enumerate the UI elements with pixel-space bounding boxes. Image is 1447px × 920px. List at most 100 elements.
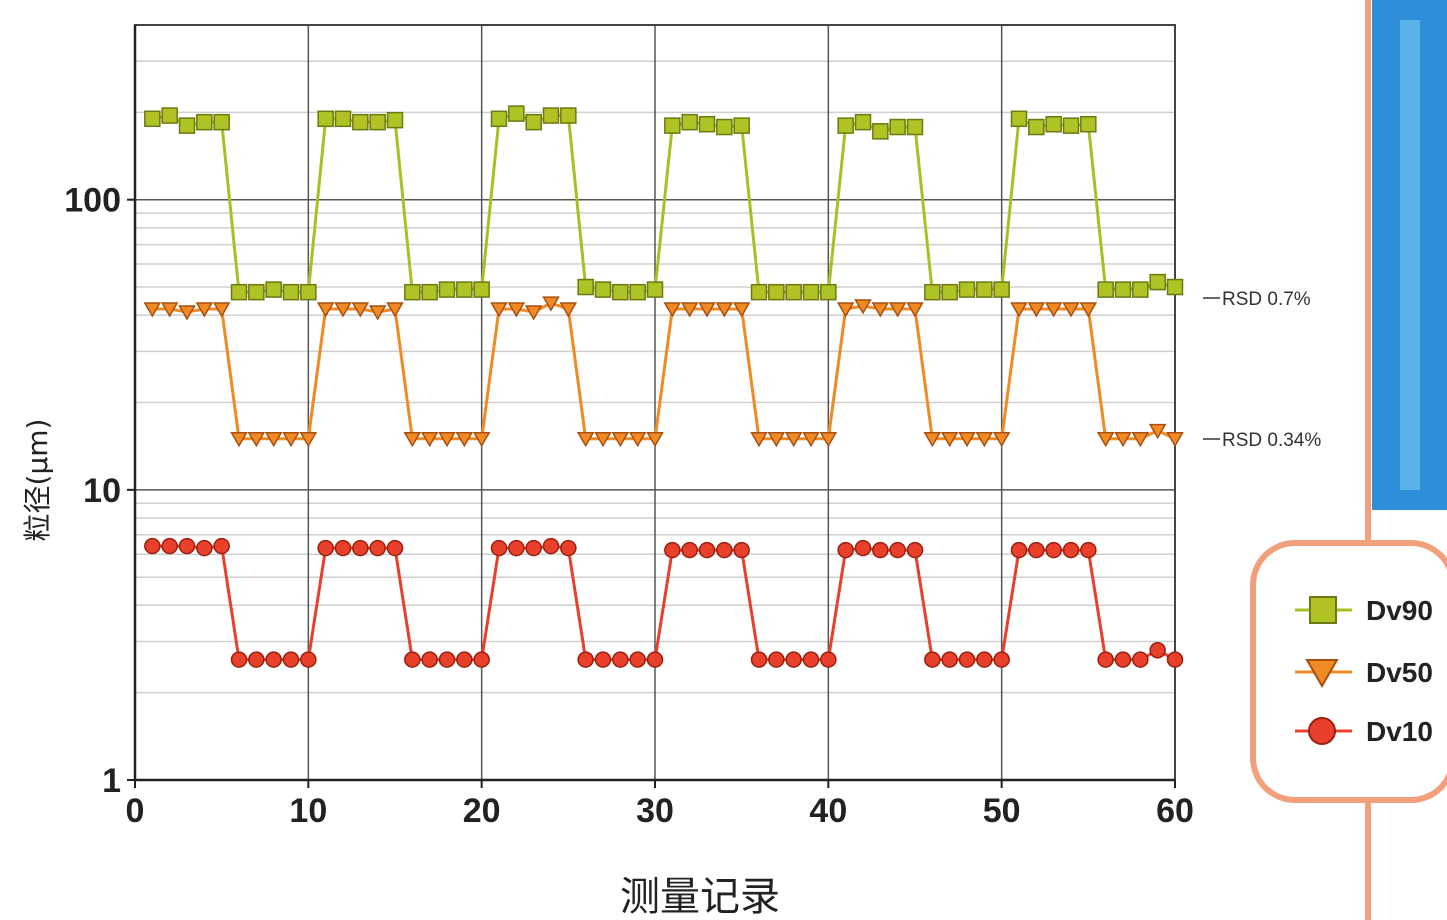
legend-label-dv90: Dv90: [1366, 595, 1433, 626]
data-point-dv50: [559, 302, 578, 318]
data-point-dv10: [750, 651, 768, 668]
y-axis-label: 粒径(μm): [21, 419, 54, 542]
data-point-dv90: [681, 113, 698, 131]
legend-item-dv10: Dv10: [1295, 716, 1433, 747]
data-point-dv90: [594, 281, 612, 298]
data-point-dv10: [768, 651, 785, 668]
data-point-dv10: [369, 539, 386, 557]
data-point-dv50: [698, 302, 716, 318]
data-point-dv50: [992, 432, 1011, 448]
data-point-dv50: [975, 432, 994, 448]
data-point-dv10: [300, 651, 317, 668]
data-point-dv90: [560, 107, 577, 124]
rsd-label-dv90: RSD 0.7%: [1222, 289, 1311, 310]
data-point-dv90: [1080, 115, 1097, 133]
data-point-dv90: [577, 278, 594, 296]
data-point-dv90: [837, 117, 854, 134]
data-point-dv10: [854, 539, 872, 557]
data-point-dv10: [941, 651, 958, 668]
data-point-dv90: [750, 283, 768, 301]
data-point-dv10: [1114, 651, 1132, 668]
data-point-dv50: [958, 432, 976, 448]
data-point-dv10: [1166, 651, 1184, 668]
data-point-dv50: [715, 302, 734, 318]
data-point-dv50: [663, 302, 682, 318]
data-point-dv10: [976, 651, 993, 668]
data-point-dv50: [1010, 302, 1028, 318]
data-point-dv10: [1149, 642, 1166, 659]
legend-label-dv50: Dv50: [1366, 657, 1433, 688]
data-point-dv10: [421, 651, 438, 668]
data-point-dv50: [628, 432, 647, 448]
data-point-dv10: [1080, 541, 1097, 559]
data-point-dv10: [1028, 541, 1045, 559]
data-point-dv50: [507, 302, 526, 318]
data-point-dv10: [490, 539, 508, 557]
data-point-dv50: [802, 432, 820, 448]
data-point-dv50: [646, 432, 664, 448]
data-point-dv50: [455, 432, 474, 448]
data-point-dv90: [941, 283, 958, 301]
data-point-dv90: [646, 281, 664, 298]
data-point-dv10: [577, 651, 594, 668]
data-point-dv10: [716, 541, 733, 559]
data-point-dv90: [230, 283, 248, 301]
data-point-dv50: [750, 432, 768, 448]
data-point-dv90: [872, 123, 889, 140]
data-point-dv90: [664, 117, 681, 134]
data-point-dv10: [681, 541, 698, 559]
data-point-dv50: [819, 432, 838, 448]
data-point-dv10: [629, 651, 646, 668]
data-point-dv90: [785, 283, 802, 301]
data-point-dv50: [1096, 432, 1115, 448]
rsd-annotation-dv50: RSD 0.34%: [1203, 430, 1321, 451]
data-point-dv10: [144, 537, 161, 555]
legend-item-dv50: Dv50: [1295, 657, 1433, 689]
data-point-dv90: [1149, 273, 1166, 291]
data-point-dv50: [854, 299, 872, 315]
data-point-dv50: [368, 305, 387, 321]
data-point-dv50: [1044, 302, 1063, 318]
x-tick-label: 0: [126, 792, 145, 830]
data-point-dv90: [196, 113, 213, 131]
data-point-dv10: [664, 541, 681, 559]
data-point-dv10: [872, 541, 889, 559]
data-point-dv90: [976, 281, 993, 298]
data-point-dv10: [698, 541, 716, 559]
data-point-dv90: [1010, 110, 1028, 128]
series: [143, 105, 1184, 668]
data-point-dv10: [317, 539, 334, 557]
data-point-dv50: [888, 302, 907, 318]
data-point-dv90: [924, 283, 941, 301]
data-point-dv50: [923, 432, 942, 448]
data-point-dv90: [282, 283, 300, 301]
data-point-dv90: [438, 281, 456, 298]
series-dv10: [144, 537, 1184, 668]
x-tick-label: 40: [809, 792, 847, 830]
data-point-dv50: [490, 302, 508, 318]
series-dv90: [144, 105, 1184, 301]
data-point-dv10: [473, 651, 490, 668]
rsd-annotation-dv90: RSD 0.7%: [1203, 289, 1311, 310]
data-point-dv90: [265, 281, 282, 298]
data-point-dv50: [212, 302, 231, 318]
data-point-dv90: [473, 281, 490, 298]
axes: 0 10 20 30 40 50 60 1 10 100: [64, 24, 1194, 830]
data-point-dv50: [282, 432, 300, 448]
data-point-dv50: [438, 432, 456, 448]
data-point-dv90: [993, 281, 1010, 298]
data-point-dv10: [196, 539, 213, 557]
data-point-dv90: [161, 107, 178, 124]
data-point-dv90: [1166, 278, 1184, 296]
data-point-dv10: [1062, 541, 1080, 559]
data-point-dv50: [1079, 302, 1098, 318]
data-point-dv50: [542, 296, 560, 312]
data-point-dv10: [508, 539, 525, 557]
rsd-label-dv50: RSD 0.34%: [1222, 430, 1321, 451]
data-point-dv10: [265, 651, 282, 668]
data-point-dv90: [334, 110, 352, 128]
data-point-dv90: [1114, 281, 1132, 298]
data-point-dv10: [906, 541, 924, 559]
y-tick-label: 100: [64, 182, 121, 220]
